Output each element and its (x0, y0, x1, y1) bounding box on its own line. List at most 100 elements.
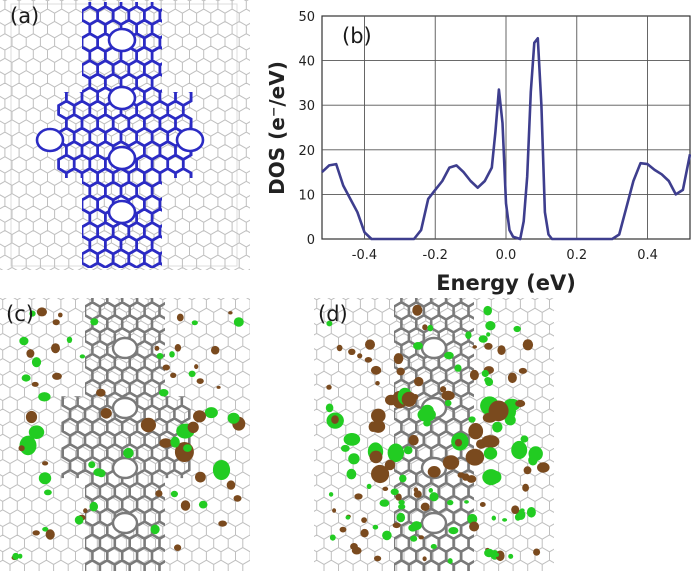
negative-lobe (412, 304, 423, 316)
panel-c: (c) (0, 282, 273, 575)
negative-lobe (174, 344, 182, 352)
positive-lobe (399, 474, 407, 483)
negative-lobe (465, 448, 485, 466)
panel-d: (d) (301, 282, 572, 575)
y-tick-label: 40 (298, 55, 315, 70)
positive-lobe (428, 488, 433, 493)
negative-lobe (339, 526, 347, 533)
negative-lobe (374, 555, 382, 562)
positive-lobe (183, 444, 192, 452)
negative-lobe (154, 345, 160, 351)
positive-lobe (502, 518, 508, 522)
positive-lobe (188, 370, 196, 377)
negative-lobe (195, 471, 206, 483)
positive-lobe (465, 331, 472, 339)
negative-lobe (52, 372, 62, 380)
positive-lobe (21, 374, 31, 382)
positive-lobe (444, 399, 452, 407)
positive-lobe (191, 320, 198, 326)
negative-lobe (533, 548, 541, 556)
positive-lobe (492, 421, 503, 433)
negative-lobe (427, 466, 441, 478)
negative-lobe (396, 367, 405, 376)
negative-lobe (481, 435, 500, 448)
positive-lobe (340, 444, 350, 452)
negative-lobe (468, 423, 484, 440)
negative-lobe (100, 408, 112, 419)
negative-lobe (522, 483, 529, 492)
negative-lobe (537, 462, 550, 473)
positive-lobe (158, 389, 169, 397)
isosurface-lobes (11, 307, 246, 561)
positive-lobe (346, 468, 357, 480)
negative-lobe (162, 364, 170, 371)
negative-lobe (180, 500, 191, 511)
positive-lobe (390, 488, 399, 496)
panel-label-d: (d) (318, 302, 348, 326)
negative-lobe (488, 400, 509, 422)
y-tick-label: 10 (298, 188, 315, 203)
pore (420, 511, 448, 535)
positive-lobe (519, 508, 525, 513)
negative-lobe (211, 345, 220, 355)
negative-lobe (364, 357, 373, 363)
negative-lobe (159, 438, 173, 448)
negative-lobe (51, 343, 60, 354)
negative-lobe (331, 415, 339, 424)
negative-lobe (218, 520, 227, 527)
positive-lobe (468, 416, 476, 423)
y-tick-label: 30 (298, 99, 315, 114)
negative-lobe (42, 461, 49, 466)
positive-lobe (408, 524, 418, 532)
positive-lobe (170, 436, 180, 448)
negative-lobe (336, 344, 343, 352)
tick-labels: -0.4 -0.2 0.0 0.2 0.4 0 10 20 30 40 50 (298, 10, 657, 263)
positive-lobe (447, 558, 453, 564)
positive-lobe (345, 515, 351, 520)
pore (175, 127, 205, 153)
positive-lobe (413, 342, 423, 350)
negative-lobe (18, 445, 25, 452)
positive-lobe (484, 377, 492, 383)
negative-lobe (440, 386, 447, 393)
positive-lobe (18, 553, 23, 559)
positive-lobe (484, 548, 495, 558)
positive-lobe (387, 443, 404, 463)
positive-lobe (478, 335, 488, 343)
negative-lobe (360, 528, 369, 538)
negative-lobe (196, 378, 204, 384)
positive-lobe (93, 468, 104, 477)
positive-lobe (38, 472, 52, 485)
hexagon-lattice (0, 282, 273, 575)
negative-lobe (348, 348, 356, 355)
positive-lobe (398, 503, 406, 510)
negative-lobe (420, 502, 430, 511)
negative-lobe (382, 486, 389, 491)
negative-lobe (350, 543, 358, 550)
negative-lobe (83, 508, 88, 514)
panel-label-a: (a) (10, 4, 40, 28)
positive-lobe (483, 305, 492, 316)
positive-lobe (329, 534, 336, 541)
negative-lobe (370, 365, 382, 375)
negative-lobe (395, 493, 402, 501)
negative-lobe (52, 319, 60, 326)
positive-lobe (31, 357, 42, 368)
positive-lobe (481, 369, 489, 378)
positive-lobe (508, 553, 514, 559)
negative-lobe (216, 385, 221, 389)
pore (111, 396, 139, 420)
positive-lobe (410, 535, 418, 542)
positive-lobe (74, 515, 84, 525)
panel-label-c: (c) (6, 302, 34, 326)
positive-lobe (448, 527, 459, 535)
negative-lobe (442, 455, 460, 470)
isosurface-d (301, 282, 572, 575)
negative-lobe (194, 364, 199, 370)
dos-series-line (321, 37, 691, 241)
negative-lobe (354, 493, 363, 500)
positive-lobe (12, 552, 20, 560)
negative-lobe (515, 399, 526, 408)
positive-lobe (123, 447, 134, 459)
negative-lobe (226, 480, 236, 490)
